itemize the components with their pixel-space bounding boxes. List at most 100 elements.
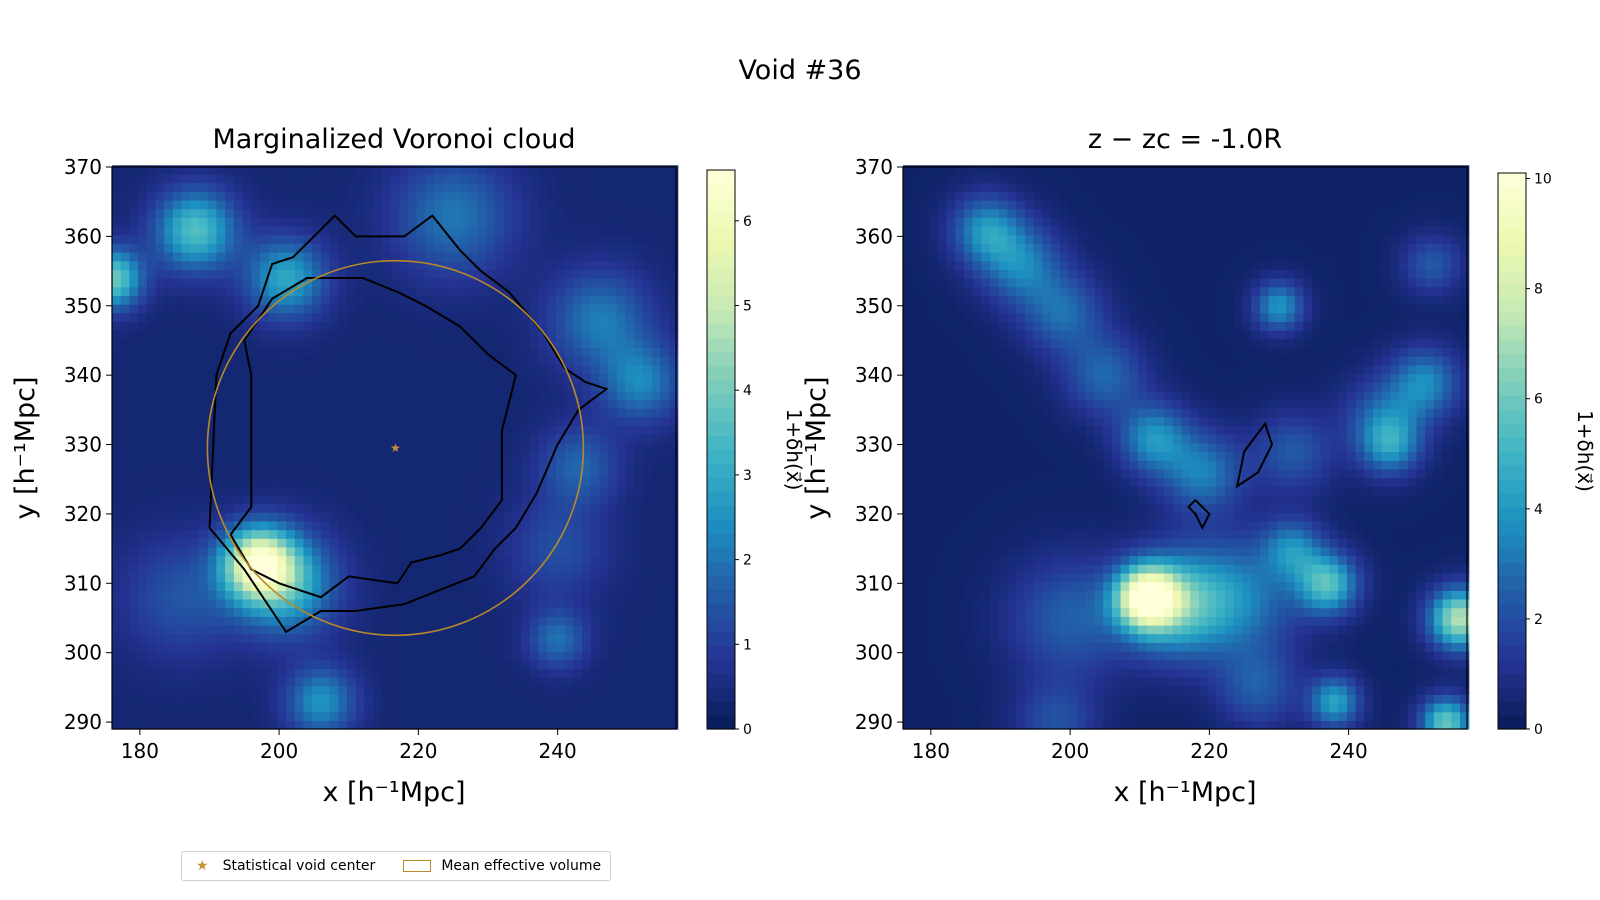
- heatmap-cell: [312, 512, 322, 522]
- heatmap-cell: [364, 226, 374, 236]
- heatmap-cell: [286, 278, 296, 288]
- heatmap-cell: [294, 226, 305, 236]
- heatmap-cell: [634, 468, 644, 479]
- heatmap-cell: [442, 338, 452, 348]
- heatmap-cell: [277, 338, 287, 348]
- heatmap-cell: [251, 624, 261, 635]
- heatmap-cell: [190, 269, 200, 279]
- heatmap-cell: [911, 191, 921, 201]
- heatmap-cell: [242, 295, 252, 305]
- heatmap-cell: [416, 286, 426, 296]
- heatmap-cell: [582, 278, 592, 288]
- heatmap-cell: [972, 356, 982, 366]
- heatmap-cell: [503, 416, 513, 427]
- heatmap-cell: [434, 598, 444, 609]
- heatmap-cell: [521, 607, 531, 617]
- heatmap-cell: [286, 173, 296, 184]
- heatmap-cell: [260, 382, 270, 392]
- heatmap-cell: [460, 243, 470, 253]
- heatmap-cell: [268, 347, 278, 357]
- heatmap-cell: [381, 694, 392, 704]
- heatmap-cell: [981, 321, 991, 331]
- heatmap-cell: [451, 590, 461, 600]
- heatmap-cell: [582, 442, 592, 453]
- heatmap-cell: [216, 598, 226, 609]
- heatmap-cell: [260, 650, 270, 661]
- heatmap-cell: [251, 173, 261, 184]
- heatmap-cell: [190, 312, 200, 322]
- heatmap-cell: [181, 312, 191, 322]
- heatmap-cell: [972, 624, 982, 635]
- heatmap-cell: [651, 364, 661, 374]
- heatmap-cell: [981, 711, 991, 721]
- heatmap-cell: [233, 408, 244, 418]
- heatmap-cell: [407, 564, 418, 574]
- heatmap-cell: [172, 382, 183, 392]
- heatmap-cell: [981, 269, 991, 279]
- heatmap-cell: [207, 390, 217, 401]
- heatmap-cell: [642, 624, 653, 635]
- heatmap-cell: [547, 260, 557, 270]
- heatmap-cell: [146, 685, 157, 695]
- heatmap-cell: [216, 460, 226, 470]
- heatmap-cell: [669, 624, 679, 635]
- heatmap-cell: [146, 416, 157, 427]
- heatmap-cell: [955, 295, 965, 305]
- heatmap-cell: [164, 321, 174, 331]
- heatmap-cell: [138, 590, 148, 600]
- heatmap-cell: [981, 165, 991, 175]
- heatmap-cell: [199, 208, 209, 218]
- heatmap-cell: [112, 408, 122, 418]
- heatmap-cell: [929, 304, 939, 314]
- heatmap-cell: [425, 538, 435, 548]
- heatmap-cell: [329, 321, 339, 331]
- heatmap-cell: [538, 486, 548, 496]
- heatmap-cell: [599, 338, 609, 348]
- heatmap-cell: [538, 564, 548, 574]
- heatmap-cell: [347, 364, 357, 374]
- heatmap-cell: [538, 451, 548, 461]
- heatmap-cell: [990, 616, 1000, 626]
- heatmap-cell: [503, 486, 513, 496]
- heatmap-cell: [642, 659, 653, 669]
- heatmap-cell: [503, 460, 513, 470]
- heatmap-cell: [407, 304, 418, 314]
- heatmap-cell: [338, 226, 348, 236]
- heatmap-cell: [963, 173, 974, 184]
- heatmap-cell: [268, 165, 278, 175]
- heatmap-cell: [477, 451, 487, 461]
- heatmap-cell: [407, 434, 418, 444]
- heatmap-cell: [512, 503, 522, 513]
- heatmap-cell: [538, 165, 548, 175]
- heatmap-cell: [651, 477, 661, 487]
- heatmap-cell: [129, 278, 139, 288]
- heatmap-cell: [434, 494, 444, 505]
- heatmap-cell: [981, 477, 991, 487]
- heatmap-cell: [199, 269, 209, 279]
- heatmap-cell: [477, 703, 487, 713]
- heatmap-cell: [303, 260, 313, 270]
- heatmap-cell: [390, 416, 400, 427]
- heatmap-cell: [347, 512, 357, 522]
- heatmap-cell: [320, 451, 331, 461]
- heatmap-cell: [233, 269, 244, 279]
- heatmap-cell: [451, 538, 461, 548]
- heatmap-cell: [521, 685, 531, 695]
- heatmap-cell: [608, 451, 618, 461]
- heatmap-cell: [199, 503, 209, 513]
- heatmap-cell: [538, 659, 548, 669]
- heatmap-cell: [355, 278, 365, 288]
- heatmap-cell: [286, 503, 296, 513]
- heatmap-cell: [303, 581, 313, 591]
- heatmap-cell: [303, 555, 313, 565]
- heatmap-cell: [320, 173, 331, 184]
- heatmap-cell: [233, 390, 244, 401]
- heatmap-cell: [495, 399, 505, 409]
- heatmap-cell: [277, 590, 287, 600]
- heatmap-cell: [347, 494, 357, 505]
- heatmap-cell: [225, 598, 235, 609]
- heatmap-cell: [303, 572, 313, 583]
- heatmap-cell: [929, 633, 939, 643]
- heatmap-cell: [608, 486, 618, 496]
- heatmap-cell: [225, 468, 235, 479]
